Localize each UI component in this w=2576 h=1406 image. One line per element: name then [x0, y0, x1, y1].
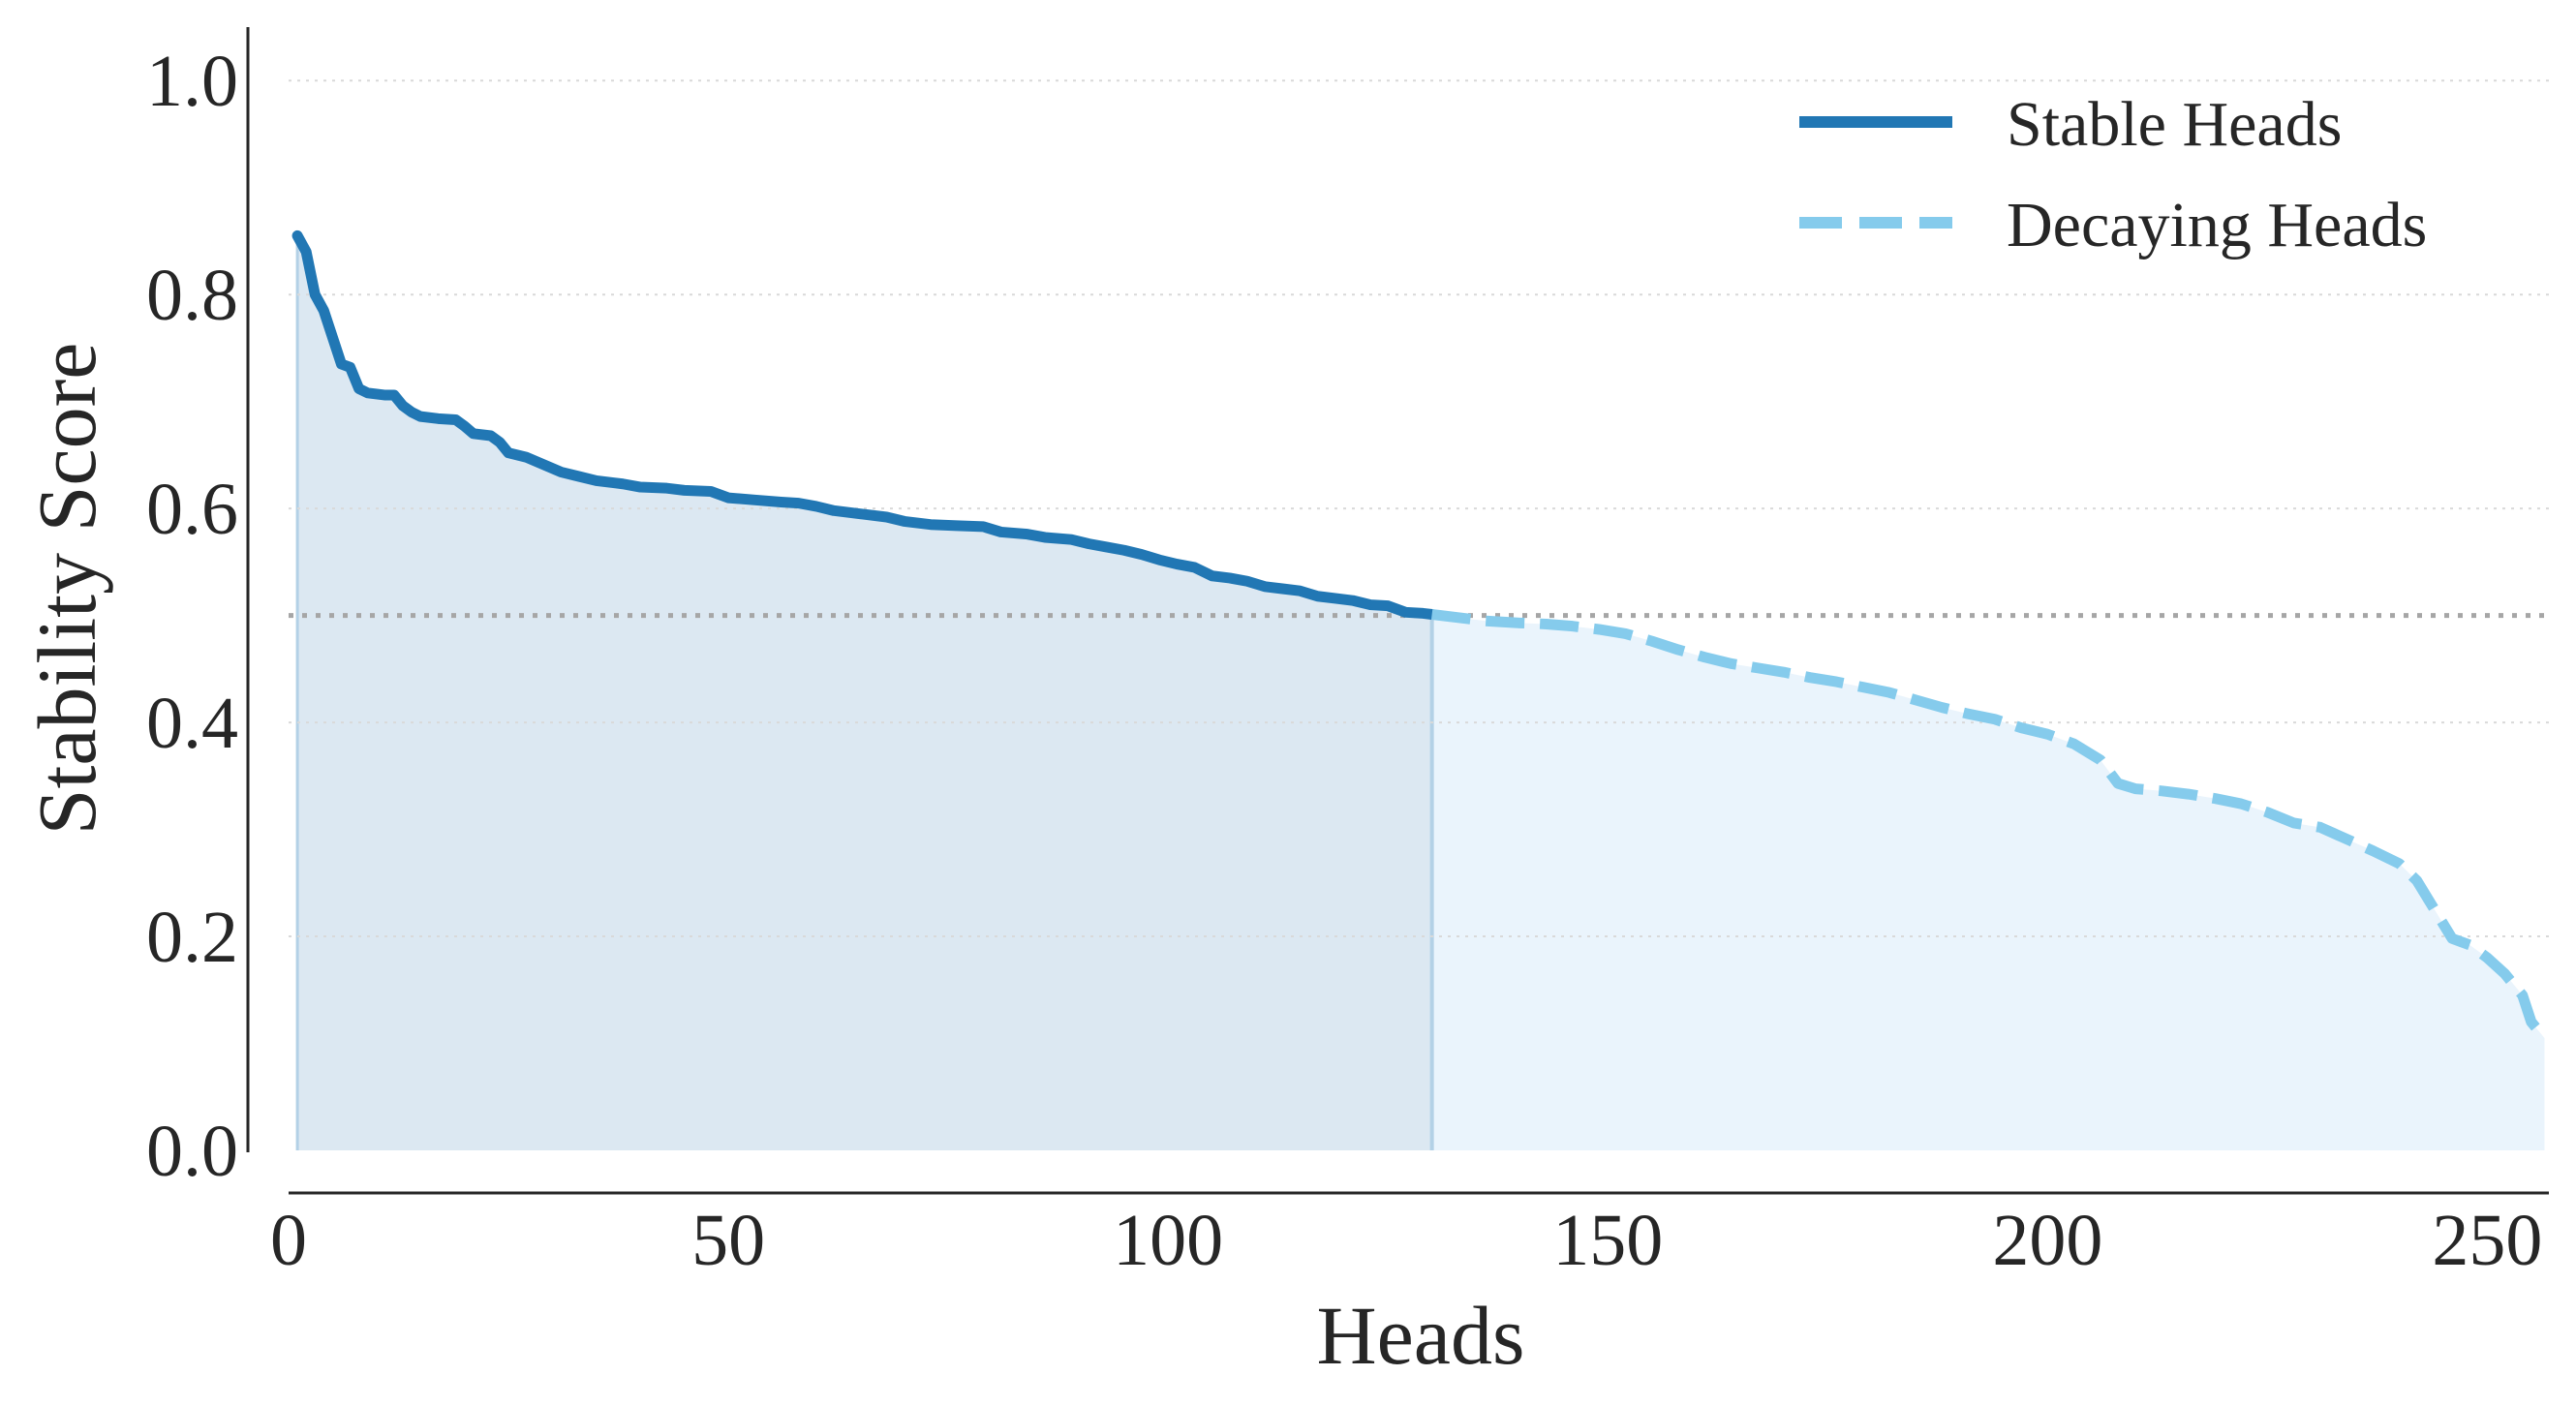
x-axis-title: Heads: [1317, 1289, 1525, 1382]
legend-label-decaying-heads: Decaying Heads: [2007, 190, 2427, 260]
x-tick-label-5: 250: [2432, 1200, 2542, 1281]
legend: Stable Heads Decaying Heads: [1799, 89, 2427, 260]
y-tick-label-2: 0.4: [146, 683, 238, 764]
series-line-decaying-heads: [1430, 609, 2549, 1042]
area-fill-layer: [295, 235, 2545, 1150]
area-fill-stable-heads: [297, 235, 1432, 1150]
y-tick-label-1: 0.2: [146, 897, 238, 978]
series-line-stable-heads: [291, 229, 1438, 621]
x-tick-label-1: 50: [691, 1200, 765, 1281]
y-axis-title: Stability Score: [20, 343, 113, 836]
x-tick-label-2: 100: [1113, 1200, 1223, 1281]
y-tick-label-4: 0.8: [146, 255, 238, 336]
y-tick-label-0: 0.0: [146, 1111, 238, 1192]
series-line-layer: [291, 229, 2549, 1042]
x-tick-label-0: 0: [270, 1200, 307, 1281]
x-tick-label-3: 150: [1552, 1200, 1663, 1281]
area-fill-decaying-heads: [1431, 614, 2545, 1150]
y-tick-label-5: 1.0: [146, 41, 238, 122]
axes-layer: [246, 27, 2549, 1195]
y-tick-label-3: 0.6: [146, 469, 238, 550]
x-tick-label-4: 200: [1992, 1200, 2102, 1281]
tick-label-layer: 0.0 0.2 0.4 0.6 0.8 1.0 0 50 100 150 200 250: [146, 41, 2542, 1281]
legend-label-stable-heads: Stable Heads: [2007, 89, 2342, 160]
